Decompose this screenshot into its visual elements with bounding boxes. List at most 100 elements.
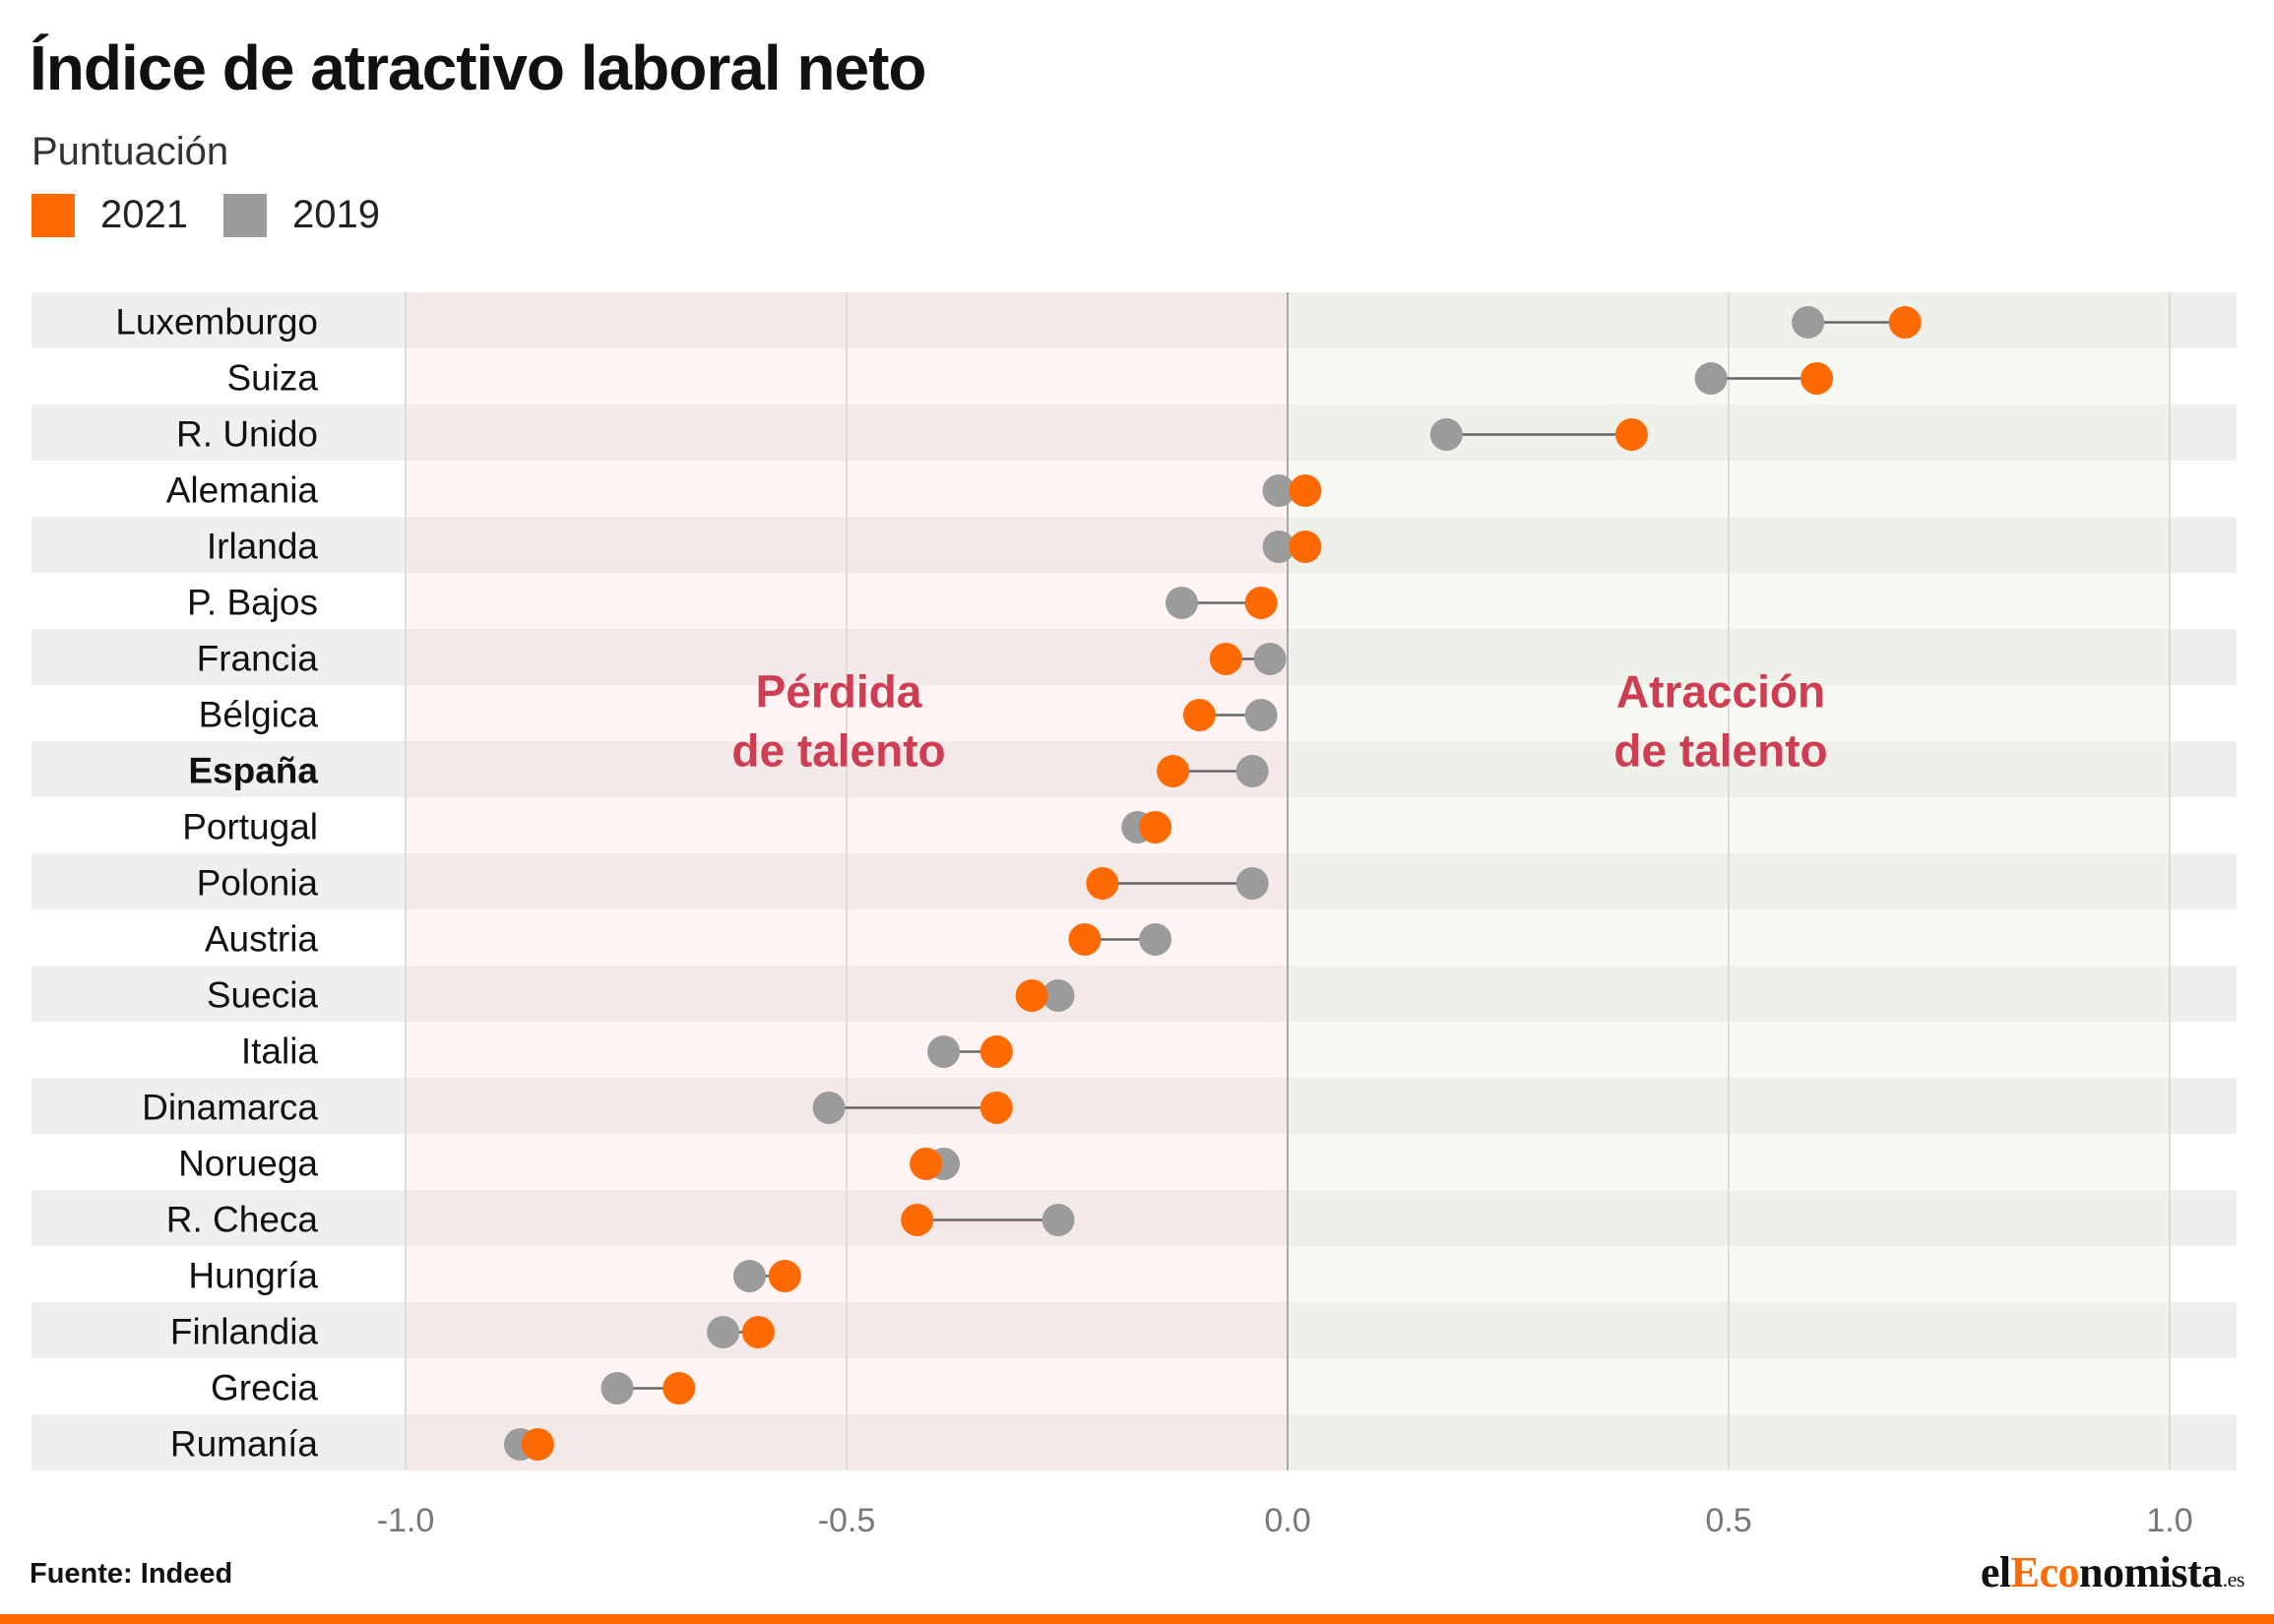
legend: 2021 2019: [32, 193, 415, 237]
point-2021: [1015, 979, 1048, 1012]
point-2021: [1614, 418, 1648, 451]
legend-swatch-2021: [32, 193, 75, 237]
chart-title: Índice de atractivo laboral neto: [30, 32, 926, 103]
legend-item-2019: 2019: [222, 193, 380, 237]
x-tick-label: 0.5: [1705, 1502, 1751, 1539]
row-band: [32, 1190, 2237, 1246]
point-2019: [1244, 699, 1278, 731]
row-band: [32, 741, 2237, 797]
point-2021: [979, 1035, 1013, 1068]
y-axis-labels: Luxemburgo Suiza R. Unido Alemania Irlanda P.…: [115, 302, 318, 1465]
point-2019: [927, 1035, 961, 1068]
point-2021: [1289, 531, 1322, 563]
category-label: Italia: [241, 1031, 319, 1072]
bottom-accent-bar: [0, 1614, 2274, 1624]
x-tick-label: -0.5: [818, 1502, 876, 1539]
source-note: Fuente: Indeed: [30, 1558, 233, 1590]
row-band: [32, 1078, 2237, 1134]
brand-logo: elEconomista.es: [1980, 1547, 2245, 1597]
annotation-line1: Pérdida: [756, 666, 922, 718]
data-points: [503, 306, 1922, 1461]
category-label: Francia: [197, 639, 319, 679]
category-label: Irlanda: [207, 527, 319, 567]
row-band: [32, 629, 2237, 685]
x-tick-label: -1.0: [377, 1502, 435, 1539]
point-2021: [1086, 867, 1119, 900]
point-2021: [741, 1316, 775, 1348]
point-2021: [1139, 811, 1172, 843]
category-label: Hungría: [188, 1256, 318, 1296]
legend-label-2021: 2021: [100, 193, 188, 236]
chart-subtitle: Puntuación: [32, 130, 229, 173]
point-2021: [901, 1204, 934, 1236]
point-2019: [732, 1260, 766, 1292]
category-label: Finlandia: [170, 1312, 319, 1352]
row-band: [32, 517, 2237, 573]
x-axis-labels: -1.0 -0.5 0.0 0.5 1.0: [377, 1502, 2193, 1539]
legend-item-2021: 2021: [32, 193, 188, 237]
legend-label-2019: 2019: [291, 193, 380, 236]
category-label: Austria: [205, 919, 319, 960]
row-band: [32, 966, 2237, 1022]
category-label: Grecia: [211, 1368, 318, 1408]
point-2019: [812, 1092, 846, 1124]
category-label: R. Unido: [176, 414, 318, 455]
brand-nomista: nomista: [2079, 1548, 2223, 1596]
point-2021: [1068, 923, 1102, 956]
annotation-line2: de talento: [731, 725, 945, 777]
point-2019: [1262, 474, 1295, 507]
point-2019: [1042, 979, 1075, 1012]
x-tick-label: 1.0: [2146, 1502, 2192, 1539]
category-label: Rumanía: [170, 1424, 319, 1465]
point-2019: [1253, 643, 1287, 675]
point-2021: [1800, 362, 1834, 395]
point-2019: [707, 1316, 740, 1348]
category-label: Suecia: [207, 975, 319, 1016]
category-label: Noruega: [178, 1144, 318, 1184]
category-label: Polonia: [197, 863, 319, 904]
annotation-line1: Atracción: [1616, 666, 1825, 718]
point-2019: [1042, 1204, 1075, 1236]
row-band: [32, 292, 2237, 348]
row-band: [32, 405, 2237, 461]
category-label: Suiza: [226, 358, 318, 399]
legend-swatch-2019: [222, 193, 267, 237]
point-2021: [910, 1148, 943, 1180]
point-2019: [1139, 923, 1172, 956]
category-label: Portugal: [182, 807, 318, 847]
point-2021: [1289, 474, 1322, 507]
point-2021: [1244, 587, 1278, 619]
row-bands: [32, 292, 2237, 1470]
row-band: [32, 1302, 2237, 1358]
point-2021: [521, 1428, 554, 1461]
category-label: España: [188, 751, 318, 791]
category-label: Dinamarca: [142, 1088, 318, 1128]
x-tick-label: 0.0: [1264, 1502, 1310, 1539]
point-2021: [1182, 699, 1216, 731]
point-2019: [1235, 755, 1269, 787]
point-2019: [1792, 306, 1825, 339]
point-2021: [1888, 306, 1922, 339]
point-2021: [663, 1372, 696, 1405]
point-2021: [1157, 755, 1190, 787]
point-2019: [1235, 867, 1269, 900]
brand-el: el: [1980, 1548, 2011, 1596]
category-label: R. Checa: [166, 1200, 319, 1240]
point-2019: [1262, 531, 1295, 563]
annotations: Pérdida de talento Atracción de talento: [731, 666, 1827, 777]
category-label: Luxemburgo: [115, 302, 318, 343]
point-2021: [768, 1260, 801, 1292]
row-band: [32, 853, 2237, 909]
brand-eco: Eco: [2010, 1548, 2080, 1596]
category-label: Bélgica: [199, 695, 319, 735]
category-label: Alemania: [166, 470, 319, 511]
row-band: [32, 1414, 2237, 1470]
annotation-line2: de talento: [1613, 725, 1827, 777]
point-2019: [1694, 362, 1728, 395]
point-2021: [979, 1092, 1013, 1124]
point-2019: [1429, 418, 1463, 451]
brand-suffix: .es: [2222, 1567, 2245, 1592]
point-2019: [600, 1372, 634, 1405]
category-label: P. Bajos: [187, 583, 318, 623]
